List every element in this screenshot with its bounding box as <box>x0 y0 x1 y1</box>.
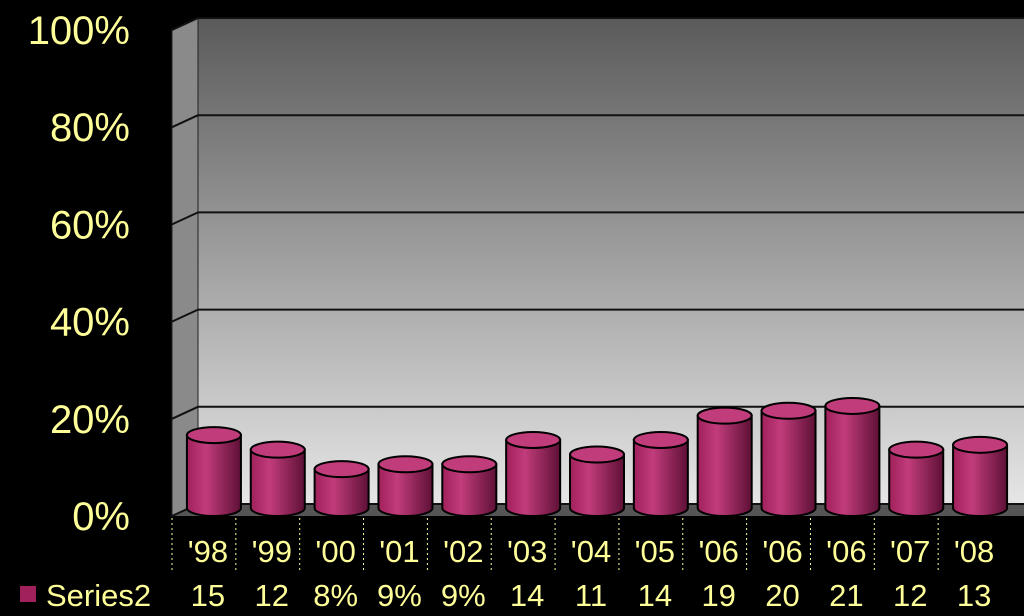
data-table-value: 8% <box>313 578 358 613</box>
y-tick-label: 80% <box>50 106 130 150</box>
x-tick-label: '01 <box>379 534 419 569</box>
data-table-value: 14 <box>510 578 544 613</box>
gridline-side <box>171 211 199 226</box>
data-table-value: 9% <box>441 578 486 613</box>
gridline-side <box>171 308 199 323</box>
bar-body <box>696 414 753 517</box>
data-table-value: 20 <box>765 578 799 613</box>
data-table: 15 12 8% 9% 9% 14 11 14 19 20 21 12 13 Series2 <box>20 578 991 613</box>
bar-top <box>888 440 945 459</box>
bar <box>760 401 817 517</box>
y-tick-label: 40% <box>50 301 130 345</box>
x-tick-label: '07 <box>890 534 930 569</box>
bar <box>888 440 945 517</box>
bar-body <box>569 453 625 517</box>
bar <box>505 430 562 517</box>
x-tick-label: '06 <box>698 534 738 569</box>
bar <box>377 455 434 517</box>
bar-top <box>313 460 370 479</box>
data-table-value: 13 <box>957 578 991 613</box>
bar-top <box>824 396 881 415</box>
bar-body <box>185 434 242 517</box>
data-table-value: 12 <box>893 578 927 613</box>
bar-body <box>760 409 817 517</box>
data-table-value: 14 <box>638 578 672 613</box>
bar <box>952 435 1009 518</box>
y-tick-label: 100% <box>28 9 130 53</box>
bar-top <box>632 430 689 449</box>
bar-top <box>185 426 242 445</box>
bar-top <box>441 455 498 474</box>
gridline-side <box>171 405 199 420</box>
x-axis: '98 '99 '00 '01 '02 '03 '04 '05 '06 '06 '06 '07 '08 <box>171 518 994 572</box>
y-tick-label: 0% <box>72 495 130 539</box>
bar-body <box>249 448 306 517</box>
bar <box>824 396 881 517</box>
bar-top <box>249 440 306 459</box>
bar <box>441 455 498 517</box>
bar-body <box>505 438 562 517</box>
legend-swatch <box>20 586 36 602</box>
bar <box>313 460 370 517</box>
bar-top <box>696 406 753 425</box>
bar <box>249 440 306 517</box>
x-tick-label: '06 <box>762 534 802 569</box>
x-tick-label: '02 <box>443 534 483 569</box>
bar-top <box>505 430 562 449</box>
gridline-side <box>171 114 199 129</box>
bar-body <box>632 438 689 517</box>
data-table-value: 9% <box>377 578 422 613</box>
gridline-side <box>171 17 199 31</box>
bar-body <box>952 443 1009 518</box>
bar-body <box>441 463 498 517</box>
back-wall <box>198 18 1024 504</box>
x-tick-label: '08 <box>954 534 994 569</box>
x-tick-label: '98 <box>188 534 228 569</box>
x-tick-label: '05 <box>635 534 675 569</box>
x-tick-label: '03 <box>507 534 547 569</box>
bars <box>185 396 1009 518</box>
bar-top <box>760 401 817 420</box>
data-table-value: 19 <box>701 578 735 613</box>
bar-body <box>824 404 881 517</box>
data-table-value: 11 <box>575 578 607 613</box>
bar <box>696 406 753 517</box>
bar-top <box>569 445 625 464</box>
plot-area <box>171 17 1024 517</box>
x-tick-label: '00 <box>315 534 355 569</box>
bar-top <box>952 435 1009 454</box>
bar <box>632 430 689 517</box>
legend-series-name: Series2 <box>46 578 151 613</box>
bar-body <box>888 448 945 517</box>
bar-body <box>377 463 434 517</box>
x-tick-label: '04 <box>571 534 611 569</box>
data-table-value: 12 <box>255 578 289 613</box>
bar <box>185 426 242 517</box>
bar <box>569 445 625 517</box>
data-table-value: 15 <box>191 578 225 613</box>
bar-top <box>377 455 434 474</box>
data-table-value: 21 <box>829 578 863 613</box>
y-tick-label: 20% <box>50 398 130 442</box>
y-axis: 0% 20% 40% 60% 80% 100% <box>28 9 130 539</box>
x-tick-label: '06 <box>826 534 866 569</box>
bar-body <box>313 468 370 517</box>
x-tick-label: '99 <box>252 534 292 569</box>
y-tick-label: 60% <box>50 203 130 247</box>
